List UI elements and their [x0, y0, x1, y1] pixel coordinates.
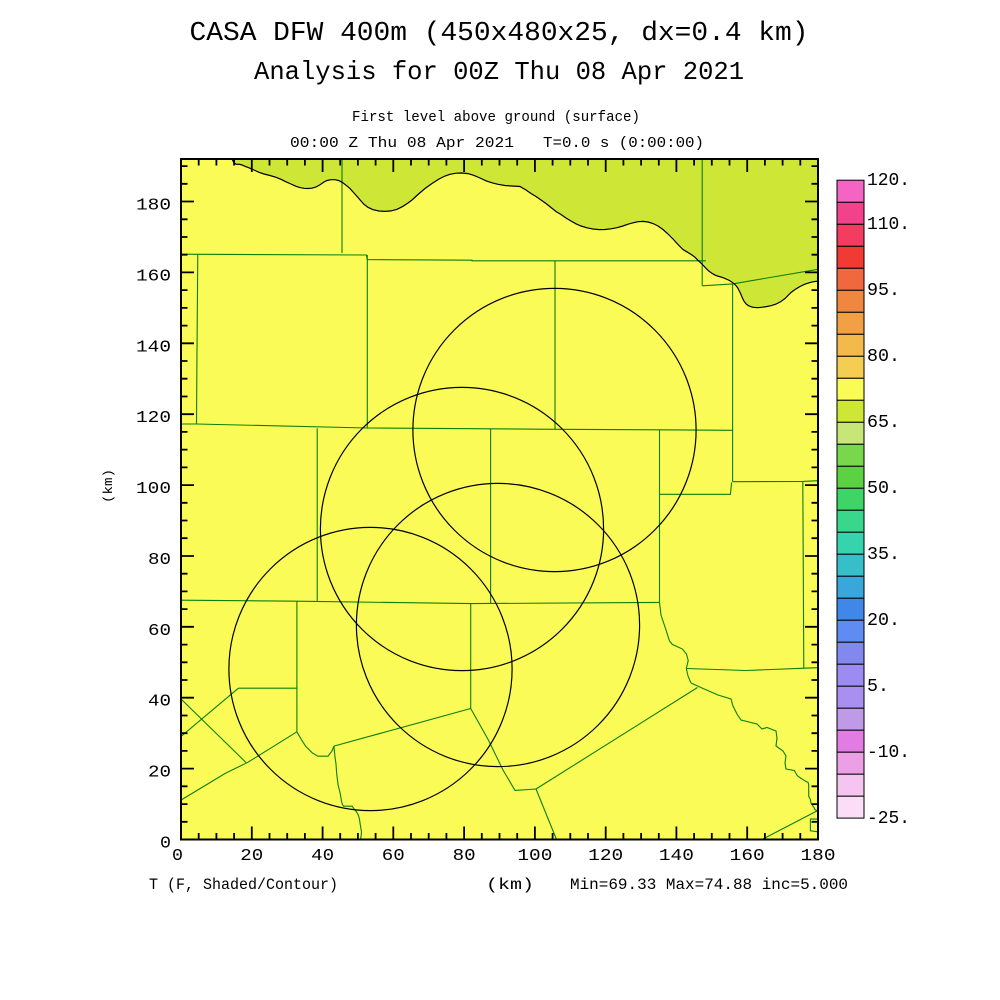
- svg-text:First level above ground (surf: First level above ground (surface): [352, 109, 640, 126]
- svg-text:160: 160: [136, 267, 171, 286]
- svg-text:-10.: -10.: [867, 743, 910, 763]
- svg-text:20.: 20.: [867, 611, 900, 631]
- svg-text:T=0.0 s (0:00:00): T=0.0 s (0:00:00): [543, 135, 704, 152]
- svg-text:-25.: -25.: [867, 809, 910, 829]
- svg-text:Analysis for 00Z Thu 08 Apr 20: Analysis for 00Z Thu 08 Apr 2021: [254, 57, 744, 87]
- svg-text:180: 180: [136, 197, 171, 216]
- svg-text:80.: 80.: [867, 347, 900, 367]
- svg-text:80: 80: [453, 847, 476, 866]
- svg-text:40: 40: [148, 693, 171, 712]
- svg-text:(km): (km): [486, 876, 534, 894]
- svg-text:60: 60: [382, 847, 405, 866]
- svg-text:180: 180: [801, 847, 836, 866]
- svg-text:Min=69.33 Max=74.88 inc=5.000: Min=69.33 Max=74.88 inc=5.000: [570, 876, 848, 894]
- svg-text:100: 100: [136, 480, 171, 499]
- svg-text:80: 80: [148, 551, 171, 570]
- svg-text:0: 0: [172, 847, 183, 866]
- svg-text:CASA DFW 400m (450x480x25, dx=: CASA DFW 400m (450x480x25, dx=0.4 km): [190, 19, 809, 49]
- svg-text:5.: 5.: [867, 677, 889, 697]
- svg-text:60: 60: [148, 622, 171, 641]
- svg-text:140: 140: [136, 338, 171, 357]
- svg-text:(km): (km): [101, 469, 116, 503]
- svg-text:00:00 Z Thu 08 Apr 2021: 00:00 Z Thu 08 Apr 2021: [290, 135, 514, 152]
- svg-text:120.: 120.: [867, 171, 910, 191]
- svg-text:95.: 95.: [867, 281, 900, 301]
- svg-text:100: 100: [517, 847, 552, 866]
- svg-text:50.: 50.: [867, 479, 900, 499]
- svg-text:120: 120: [136, 409, 171, 428]
- svg-text:160: 160: [730, 847, 765, 866]
- svg-text:20: 20: [148, 764, 171, 783]
- svg-text:40: 40: [311, 847, 334, 866]
- svg-text:110.: 110.: [867, 215, 910, 235]
- svg-text:120: 120: [588, 847, 623, 866]
- svg-text:35.: 35.: [867, 545, 900, 565]
- svg-text:T (F, Shaded/Contour): T (F, Shaded/Contour): [149, 876, 338, 894]
- svg-text:65.: 65.: [867, 413, 900, 433]
- svg-text:0: 0: [160, 835, 171, 854]
- svg-text:140: 140: [659, 847, 694, 866]
- svg-text:20: 20: [240, 847, 263, 866]
